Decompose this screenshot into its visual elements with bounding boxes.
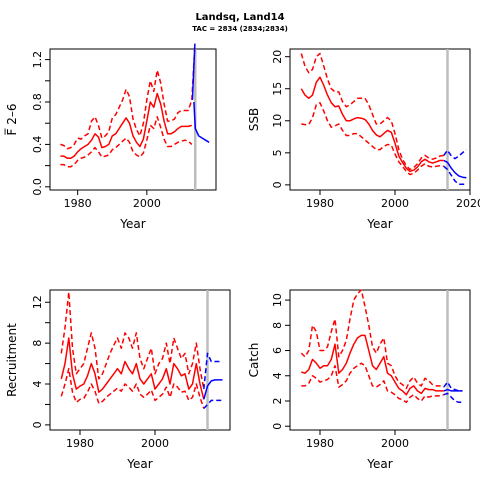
y-tick-label: 0 <box>271 181 284 188</box>
y-tick-label: 5 <box>271 149 284 156</box>
series-confidence-line <box>300 52 444 171</box>
x-axis-label: Year <box>366 457 392 471</box>
projection-line <box>193 101 210 143</box>
panel-recruitment: 1980 2000 0 4 8 12 Year Recruitment <box>5 289 231 471</box>
y-tick-label: 20 <box>271 50 284 64</box>
y-tick-label: 12 <box>31 295 44 309</box>
y-tick-label: 4 <box>271 372 284 379</box>
series-confidence-line <box>60 116 193 168</box>
x-axis-label: Year <box>119 217 145 231</box>
plot-frame <box>49 289 231 431</box>
series-group <box>60 290 223 430</box>
y-axis-label: Catch <box>247 343 261 378</box>
plot-frame <box>289 48 471 191</box>
series-confidence-line <box>300 289 445 390</box>
series-confidence-line <box>60 291 205 390</box>
x-tick-label: 2000 <box>141 437 169 450</box>
y-tick-label: 0 <box>31 421 44 428</box>
x-tick-label: 2000 <box>133 197 161 210</box>
x-tick-label: 2000 <box>381 197 409 210</box>
x-tick-label: 1980 <box>306 437 334 450</box>
projection-interval-line <box>443 165 467 185</box>
x-tick-label: 1980 <box>64 197 92 210</box>
y-tick-label: 6 <box>271 347 284 354</box>
y-axis-label: F̅ 2–6 <box>4 104 19 136</box>
series-confidence-line <box>301 362 445 404</box>
y-tick-label: 0 <box>271 423 284 430</box>
series-confidence-line <box>301 102 444 176</box>
x-tick-label: 2000 <box>381 437 409 450</box>
projection-interval-line <box>443 392 463 404</box>
y-tick-label: 10 <box>271 293 284 307</box>
series-confidence-line <box>60 69 193 150</box>
y-tick-label: 0.4 <box>31 136 44 154</box>
x-tick-label: 1980 <box>66 437 94 450</box>
projection-line <box>191 43 196 100</box>
panel-f: 1980 2000 0.0 0.4 0.8 1.2 Year F̅ 2–6 <box>4 43 217 231</box>
series-estimate-line <box>301 334 444 396</box>
series-group <box>60 43 210 190</box>
series-confidence-line <box>60 367 205 409</box>
projection-line <box>443 388 463 392</box>
y-tick-label: 15 <box>271 82 284 96</box>
y-tick-label: 1.2 <box>31 51 44 68</box>
projection-interval-line <box>203 399 223 410</box>
figure-title: Landsq, Land14 <box>195 12 284 23</box>
x-axis-label: Year <box>366 217 392 231</box>
y-tick-label: 2 <box>271 397 284 404</box>
projection-interval-line <box>203 352 223 390</box>
y-tick-label: 8 <box>271 322 284 329</box>
y-tick-label: 8 <box>31 340 44 347</box>
plot-frame <box>289 289 471 431</box>
y-axis-label: Recruitment <box>5 323 19 397</box>
series-estimate-line <box>300 76 444 173</box>
projection-line <box>203 379 223 400</box>
series-group <box>300 49 467 190</box>
x-tick-label: 1980 <box>306 197 334 210</box>
figure-subtitle: TAC = 2834 (2834;2834) <box>192 25 288 33</box>
y-axis-label: SSB <box>247 108 261 131</box>
projection-interval-line <box>443 149 467 160</box>
y-tick-label: 4 <box>31 381 44 388</box>
y-tick-label: 10 <box>271 114 284 128</box>
series-group <box>300 289 463 430</box>
series-estimate-line <box>60 92 193 159</box>
y-tick-label: 0.0 <box>31 178 44 196</box>
projection-line <box>443 159 467 179</box>
x-axis-label: Year <box>126 457 152 471</box>
series-estimate-line <box>60 337 205 400</box>
panel-catch: 1980 2000 0 2 4 6 8 10 Year Catch <box>247 289 471 471</box>
y-tick-label: 0.8 <box>31 93 44 111</box>
plot-frame <box>49 48 217 191</box>
